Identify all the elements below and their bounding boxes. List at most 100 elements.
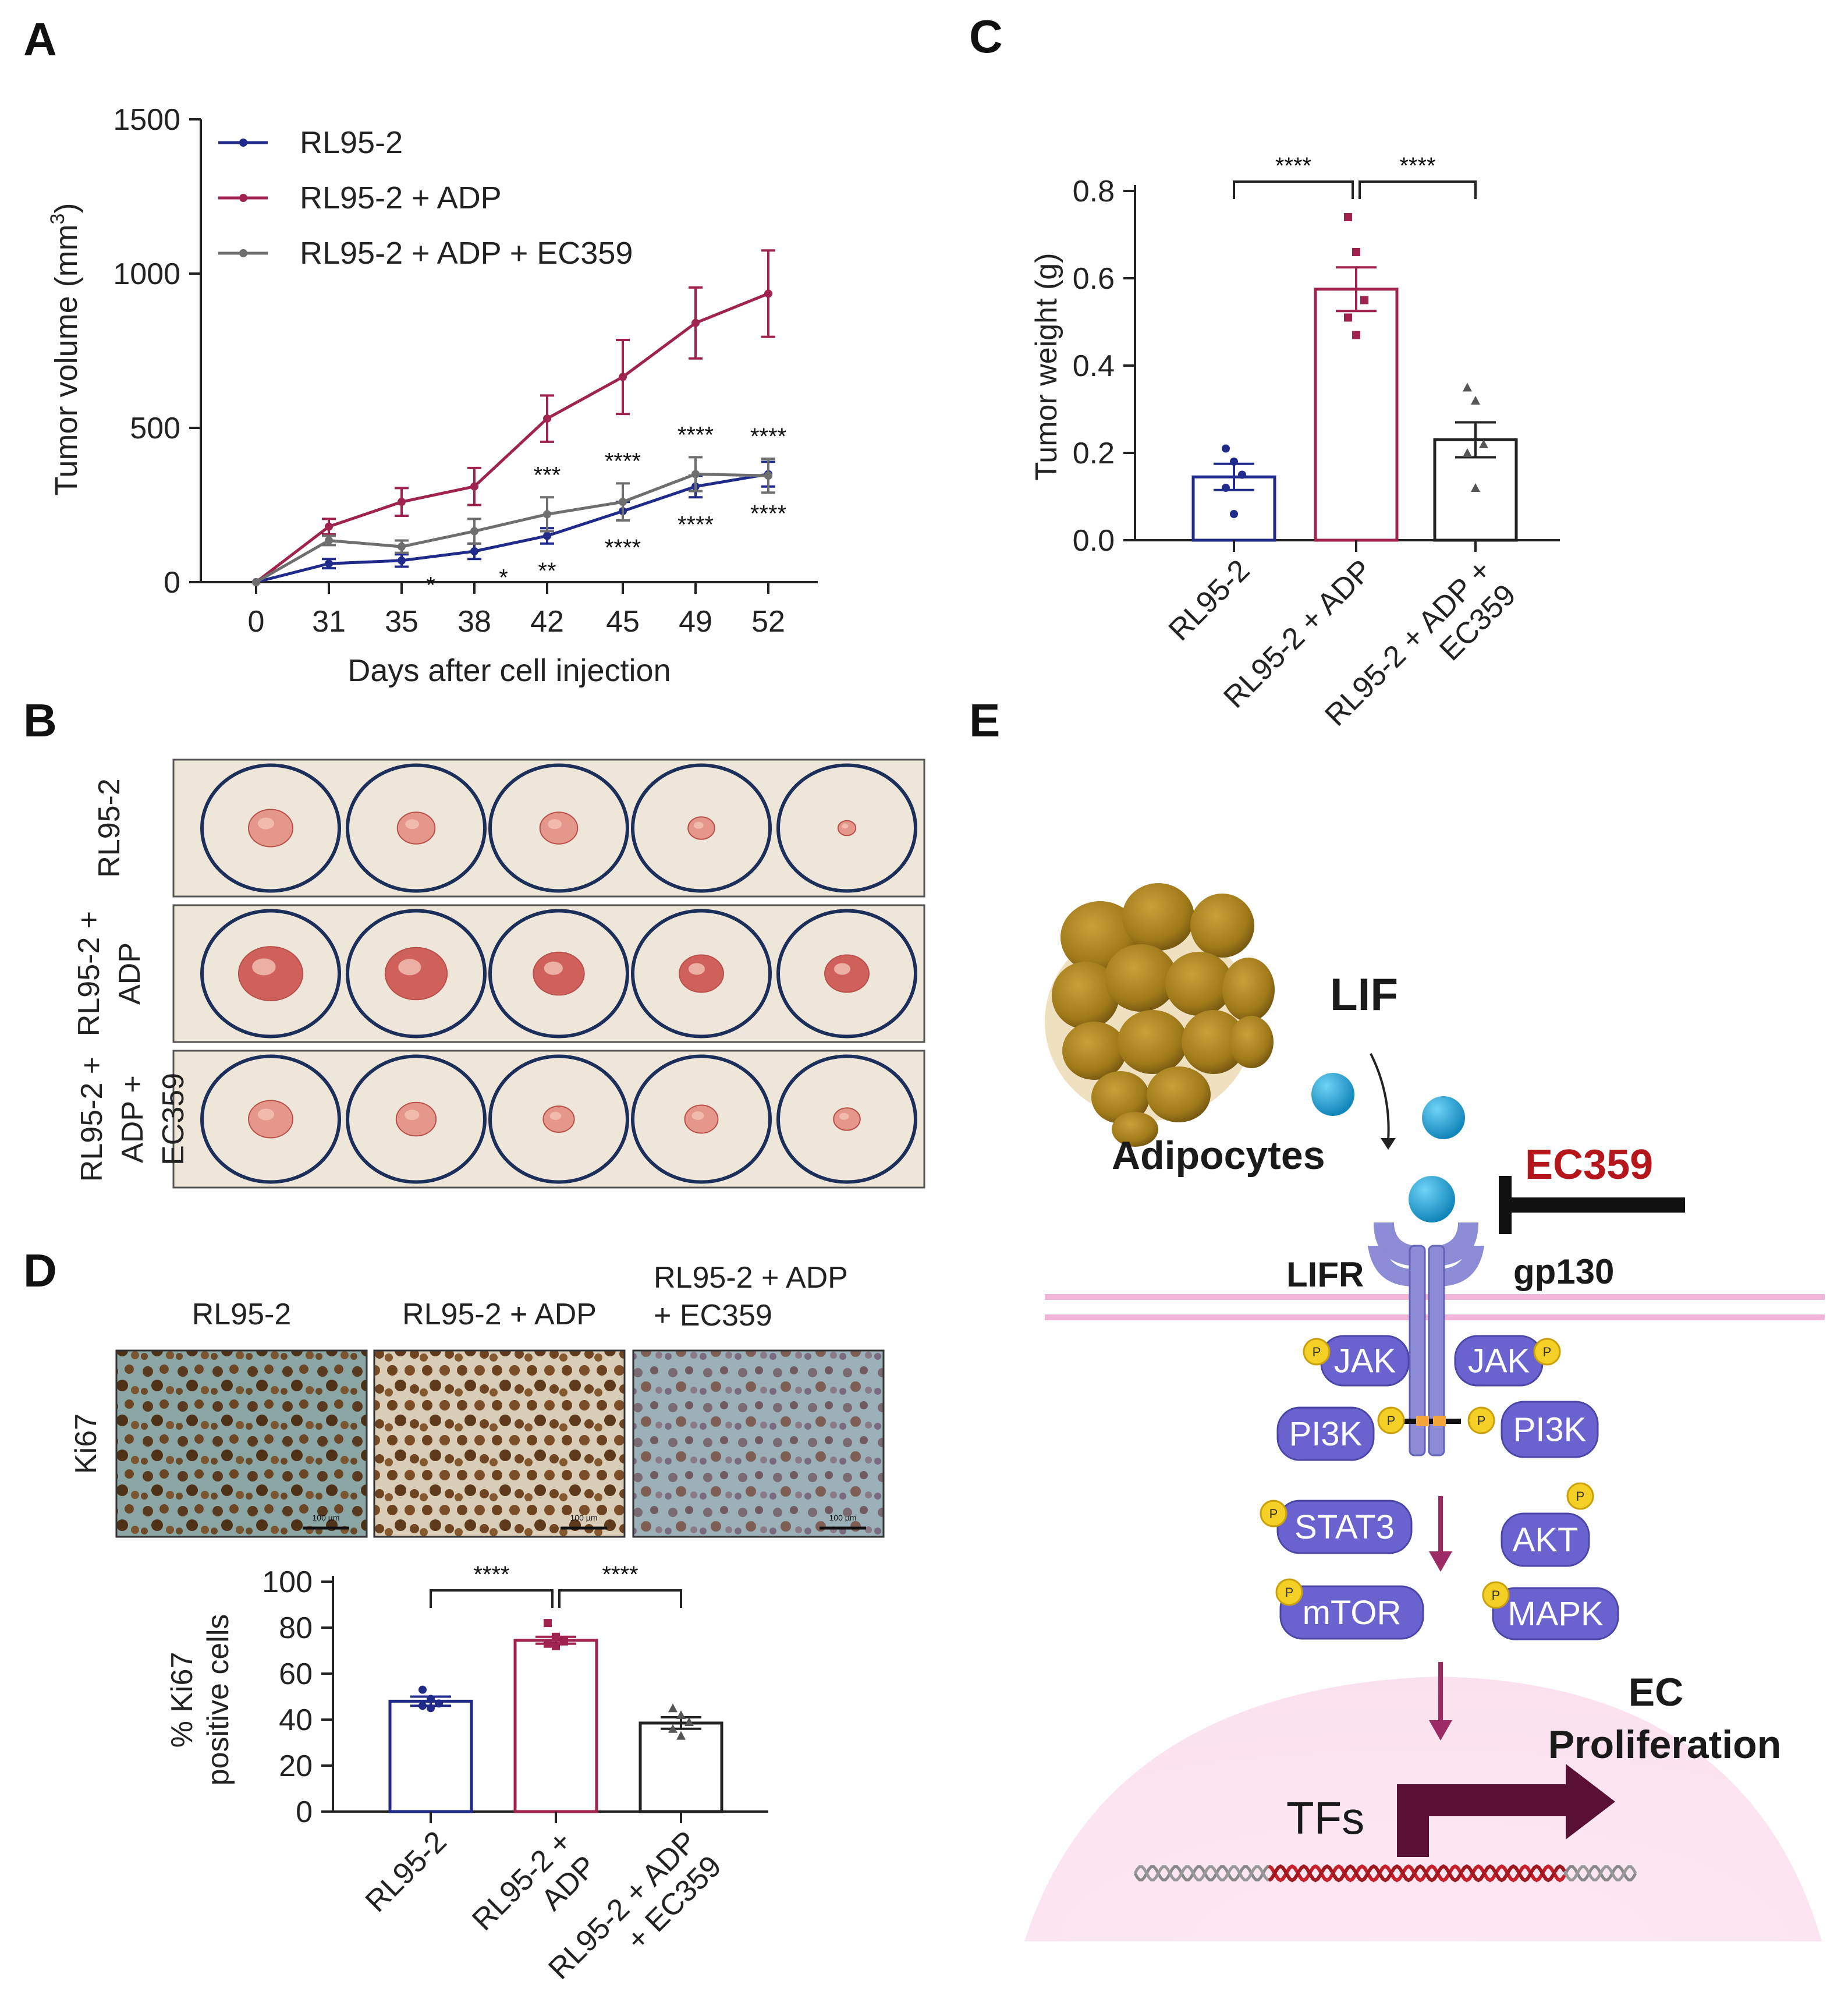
protein-label: JAK	[1468, 1342, 1530, 1380]
x-tick-label: 49	[679, 605, 712, 639]
significance-lower: ****	[750, 501, 786, 527]
y-tick-label: 0.0	[1073, 524, 1115, 558]
phospho-site	[1482, 1581, 1510, 1609]
data-point	[1463, 382, 1472, 392]
data-point	[619, 498, 627, 506]
tumor-dish	[631, 1054, 772, 1184]
tumor-dish	[346, 909, 487, 1039]
tumor-dish	[776, 1054, 917, 1184]
tumor-highlight	[548, 819, 562, 830]
phospho-site	[1260, 1500, 1287, 1528]
signaling-schematic: Adipocytes LIF EC359 LIFR gp130 JAK P JAK P…	[1024, 883, 1825, 1941]
y-tick-label: 0	[296, 1795, 313, 1829]
protein-label: JAK	[1334, 1342, 1396, 1380]
panel-label-b: B	[23, 694, 57, 746]
data-point	[1230, 510, 1238, 518]
tumor-highlight	[252, 958, 276, 976]
phospho-site	[1467, 1406, 1495, 1434]
protein-label: STAT3	[1294, 1508, 1395, 1546]
row-label: RL95-2 + ADP + EC359	[75, 1057, 190, 1182]
tumor-highlight	[839, 1112, 849, 1120]
significance-lower: ****	[605, 535, 641, 561]
x-tick-label: RL95-2	[1162, 553, 1257, 647]
legend-label: RL95-2 + ADP + EC359	[300, 236, 633, 271]
secretion-arrow	[1370, 1053, 1390, 1142]
series-line-2	[255, 472, 769, 584]
significance-upper: ****	[605, 448, 641, 474]
data-point	[1222, 484, 1230, 492]
data-point	[764, 289, 772, 298]
legend-marker	[239, 249, 247, 257]
significance-bracket	[558, 1589, 682, 1608]
data-point	[676, 1710, 686, 1720]
y-tick-label: 500	[130, 412, 180, 445]
data-point	[418, 1702, 427, 1710]
tumor-highlight	[842, 824, 849, 829]
panel-label-d: D	[23, 1245, 57, 1296]
lifr-gp130-receptor	[1368, 1222, 1484, 1456]
data-point	[691, 470, 700, 479]
data-point	[691, 318, 700, 327]
tumor-photos: RL95-2 RL95-2 + ADP RL95-2 + ADP + EC359	[72, 759, 925, 1189]
x-tick-label: 45	[606, 605, 640, 639]
x-axis-label: Days after cell injection	[347, 653, 671, 688]
data-point	[435, 1699, 443, 1708]
protein-node	[1276, 1406, 1375, 1461]
tumor-dish	[776, 763, 917, 893]
protein-label: PI3K	[1513, 1411, 1587, 1449]
outcome-label-proliferation: Proliferation	[1548, 1723, 1782, 1767]
protein-node	[1501, 1512, 1590, 1567]
tumor-highlight	[691, 1111, 704, 1120]
y-axis-label: Tumor volume (mm3)	[47, 203, 84, 496]
ki67-image	[373, 1349, 626, 1538]
significance-lower: *	[499, 565, 508, 590]
y-tick-label: 0.4	[1073, 349, 1115, 383]
inhibitor-bar	[1499, 1197, 1685, 1213]
data-point	[676, 1731, 686, 1740]
data-point	[427, 1695, 435, 1703]
data-point	[1360, 296, 1368, 304]
protein-label: AKT	[1513, 1521, 1579, 1559]
x-tick-label: 52	[751, 605, 785, 639]
significance-upper: ****	[678, 422, 714, 448]
scale-bar-label: 100 µm	[829, 1513, 857, 1522]
protein-node	[1501, 1401, 1599, 1458]
legend-marker	[239, 194, 247, 202]
row-label: RL95-2	[93, 778, 126, 878]
transcription-arrow	[1397, 1764, 1615, 1857]
y-tick-label: 0.6	[1073, 262, 1115, 296]
lif-molecule-bound	[1409, 1176, 1455, 1222]
data-point	[668, 1703, 678, 1713]
phospho-label: P	[1387, 1413, 1396, 1428]
ki67-image	[632, 1349, 885, 1538]
tumor-highlight	[549, 1111, 562, 1120]
protein-node	[1492, 1587, 1619, 1640]
lifr-label: LIFR	[1286, 1255, 1364, 1294]
protein-node	[1279, 1585, 1424, 1640]
phospho-site	[1533, 1338, 1561, 1366]
phospho-label: P	[1576, 1489, 1585, 1504]
y-tick-label: 0.8	[1073, 175, 1115, 208]
data-point	[543, 531, 551, 540]
data-point	[470, 482, 478, 491]
ki67-row-label: Ki67	[69, 1413, 103, 1474]
y-tick-label: 1000	[113, 257, 180, 291]
adipocytes-label: Adipocytes	[1112, 1133, 1325, 1178]
tumor-highlight	[405, 1110, 420, 1121]
lif-label: LIF	[1330, 969, 1398, 1020]
series-line-1	[255, 292, 769, 583]
data-point	[668, 1724, 678, 1733]
tumor-highlight	[689, 963, 705, 975]
tfs-label: TFs	[1286, 1792, 1364, 1844]
data-point	[1344, 313, 1352, 322]
row-label: RL95-2 + ADP	[72, 911, 147, 1036]
data-point	[1352, 248, 1360, 256]
inhibitor-tee	[1499, 1176, 1512, 1234]
tumor-dish	[346, 763, 487, 893]
tumor-highlight	[258, 817, 274, 830]
tumor-dish	[631, 763, 772, 893]
dna-helix	[1133, 1864, 1637, 1883]
dna-gene-region	[1268, 1864, 1566, 1883]
